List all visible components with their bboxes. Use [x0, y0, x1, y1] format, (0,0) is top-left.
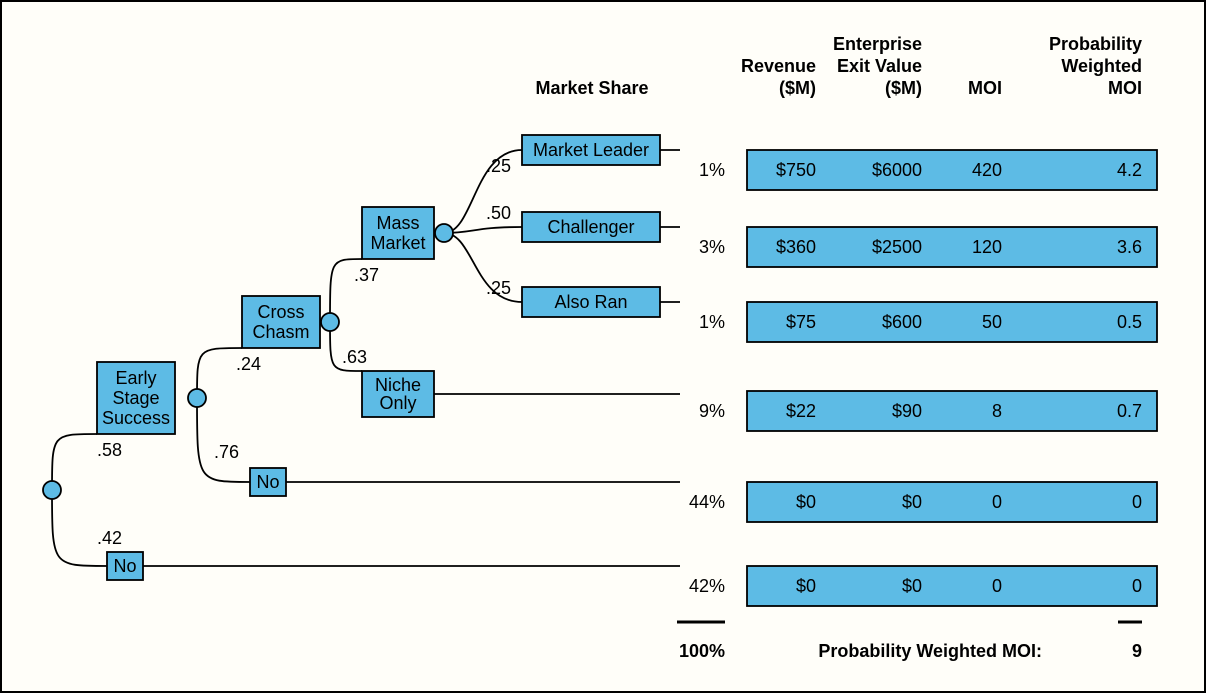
pwmoi-value: 0.7 — [1117, 401, 1142, 421]
header-market-share: Market Share — [535, 78, 648, 98]
p-early-no: .42 — [97, 528, 122, 548]
chasm-l2: Chasm — [252, 322, 309, 342]
exit-value: $6000 — [872, 160, 922, 180]
moi-value: 50 — [982, 312, 1002, 332]
exit-value: $600 — [882, 312, 922, 332]
header-exit-2: Exit Value — [837, 56, 922, 76]
market-share-value: 1% — [699, 160, 725, 180]
revenue-value: $750 — [776, 160, 816, 180]
pwmoi-value: 4.2 — [1117, 160, 1142, 180]
header-pwmoi-1: Probability — [1049, 34, 1142, 54]
pwmoi-value: 3.6 — [1117, 237, 1142, 257]
total-pwmoi: 9 — [1132, 641, 1142, 661]
pwmoi-value: 0 — [1132, 492, 1142, 512]
header-revenue-1: Revenue — [741, 56, 816, 76]
p-chasm-no: .76 — [214, 442, 239, 462]
exit-value: $0 — [902, 492, 922, 512]
no1-lbl: No — [256, 472, 279, 492]
p-leader: .25 — [486, 156, 511, 176]
total-pwmoi-label: Probability Weighted MOI: — [818, 641, 1042, 661]
no2-lbl: No — [113, 556, 136, 576]
chasm-dot — [321, 313, 339, 331]
header-revenue-2: ($M) — [779, 78, 816, 98]
total-share: 100% — [679, 641, 725, 661]
market-share-value: 3% — [699, 237, 725, 257]
header-pwmoi-3: MOI — [1108, 78, 1142, 98]
pwmoi-value: 0 — [1132, 576, 1142, 596]
market-share-value: 1% — [699, 312, 725, 332]
mass-l2: Market — [370, 233, 425, 253]
exit-value: $90 — [892, 401, 922, 421]
chall-lbl: Challenger — [547, 217, 634, 237]
leader-lbl: Market Leader — [533, 140, 649, 160]
niche-l1: Niche — [375, 375, 421, 395]
branch-root-early — [52, 434, 97, 490]
mass-dot — [435, 224, 453, 242]
moi-value: 0 — [992, 576, 1002, 596]
decision-tree-svg: Market ShareRevenue($M)EnterpriseExit Va… — [2, 2, 1206, 693]
header-exit-3: ($M) — [885, 78, 922, 98]
revenue-value: $0 — [796, 492, 816, 512]
also-lbl: Also Ran — [554, 292, 627, 312]
exit-value: $0 — [902, 576, 922, 596]
moi-value: 120 — [972, 237, 1002, 257]
market-share-value: 42% — [689, 576, 725, 596]
chasm-l1: Cross — [257, 302, 304, 322]
diagram-frame: Market ShareRevenue($M)EnterpriseExit Va… — [0, 0, 1206, 693]
p-challenger: .50 — [486, 203, 511, 223]
moi-value: 8 — [992, 401, 1002, 421]
early-l3: Success — [102, 408, 170, 428]
mass-l1: Mass — [376, 213, 419, 233]
pwmoi-value: 0.5 — [1117, 312, 1142, 332]
branch-early-no — [197, 398, 250, 482]
revenue-value: $22 — [786, 401, 816, 421]
niche-l2: Only — [379, 393, 416, 413]
revenue-value: $75 — [786, 312, 816, 332]
header-exit-1: Enterprise — [833, 34, 922, 54]
early-l2: Stage — [112, 388, 159, 408]
p-early-yes: .58 — [97, 440, 122, 460]
early-l1: Early — [115, 368, 156, 388]
revenue-value: $360 — [776, 237, 816, 257]
header-pwmoi-2: Weighted — [1061, 56, 1142, 76]
p-mass-yes: .37 — [354, 265, 379, 285]
p-mass-no: .63 — [342, 347, 367, 367]
header-moi: MOI — [968, 78, 1002, 98]
moi-value: 0 — [992, 492, 1002, 512]
p-chasm-yes: .24 — [236, 354, 261, 374]
revenue-value: $0 — [796, 576, 816, 596]
exit-value: $2500 — [872, 237, 922, 257]
root-dot — [43, 481, 61, 499]
market-share-value: 9% — [699, 401, 725, 421]
market-share-value: 44% — [689, 492, 725, 512]
moi-value: 420 — [972, 160, 1002, 180]
early-dot — [188, 389, 206, 407]
p-also-ran: .25 — [486, 278, 511, 298]
